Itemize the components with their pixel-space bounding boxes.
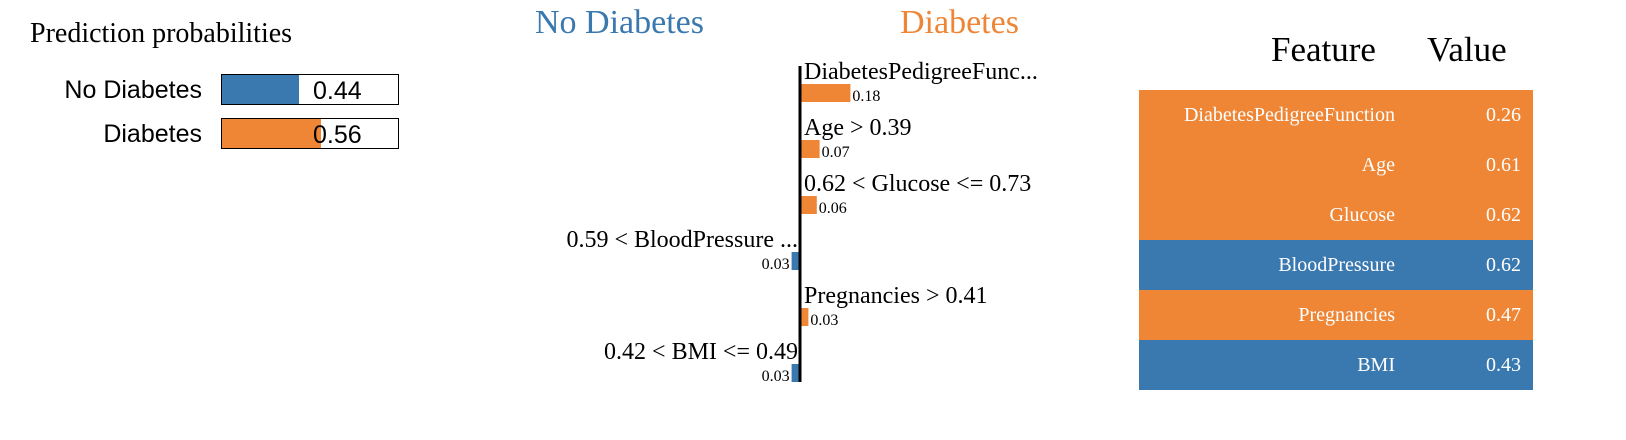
contribution-bar <box>800 84 851 102</box>
feature-table-row: Glucose 0.62 <box>1139 190 1533 240</box>
feature-name-cell: Age <box>1361 154 1395 176</box>
feature-name-cell: BMI <box>1357 354 1395 376</box>
prediction-probabilities-panel: Prediction probabilities No Diabetes 0.4… <box>0 0 440 180</box>
contribution-bar <box>791 252 800 270</box>
probability-value: 0.44 <box>313 77 362 105</box>
prediction-probabilities-title: Prediction probabilities <box>30 18 293 49</box>
feature-label: 0.59 < BloodPressure ... <box>566 227 798 253</box>
positive-class-header: Diabetes <box>900 4 1019 41</box>
feature-value-cell: 0.62 <box>1486 204 1521 226</box>
probability-row-diabetes: Diabetes 0.56 <box>0 118 420 152</box>
feature-name-cell: DiabetesPedigreeFunction <box>1183 104 1395 126</box>
feature-name-cell: Pregnancies <box>1298 304 1395 326</box>
contribution-bar <box>800 196 817 214</box>
feature-label: 0.42 < BMI <= 0.49 <box>604 339 798 365</box>
feature-value-cell: 0.62 <box>1486 254 1521 276</box>
feature-name-cell: Glucose <box>1329 204 1395 226</box>
explanation-chart: No Diabetes Diabetes DiabetesPedigreeFun… <box>520 0 1080 400</box>
probability-class-label: Diabetes <box>103 120 202 148</box>
feature-label: DiabetesPedigreeFunc... <box>804 59 1038 85</box>
feature-label: Age > 0.39 <box>804 115 912 141</box>
probability-bar: 0.56 <box>221 118 399 149</box>
feature-name-cell: BloodPressure <box>1278 254 1395 276</box>
feature-value-cell: 0.43 <box>1486 354 1521 376</box>
feature-label: Pregnancies > 0.41 <box>804 283 988 309</box>
contribution-value-label: 0.03 <box>762 368 790 385</box>
contribution-bar <box>800 308 809 326</box>
contribution-value-label: 0.18 <box>852 88 880 105</box>
probability-row-no-diabetes: No Diabetes 0.44 <box>0 74 420 108</box>
feature-table-row: DiabetesPedigreeFunction 0.26 <box>1139 90 1533 140</box>
feature-value-cell: 0.26 <box>1486 104 1521 126</box>
feature-table-row: Age 0.61 <box>1139 140 1533 190</box>
contribution-value-label: 0.07 <box>822 144 850 161</box>
contribution-bar <box>800 140 820 158</box>
feature-value-cell: 0.61 <box>1486 154 1521 176</box>
feature-label: 0.62 < Glucose <= 0.73 <box>804 171 1031 197</box>
feature-table-row: Pregnancies 0.47 <box>1139 290 1533 340</box>
feature-value-cell: 0.47 <box>1486 304 1521 326</box>
contribution-value-label: 0.06 <box>819 200 847 217</box>
probability-value: 0.56 <box>313 121 362 149</box>
contribution-value-label: 0.03 <box>762 256 790 273</box>
feature-table-row: BloodPressure 0.62 <box>1139 240 1533 290</box>
value-column-header: Value <box>1427 30 1507 69</box>
feature-table-row: BMI 0.43 <box>1139 340 1533 390</box>
probability-bar: 0.44 <box>221 74 399 105</box>
feature-column-header: Feature <box>1271 30 1376 69</box>
negative-class-header: No Diabetes <box>535 4 705 41</box>
explanation-bars: DiabetesPedigreeFunc... 0.18 Age > 0.39 0.0… <box>566 59 1038 385</box>
contribution-bar <box>791 364 800 382</box>
probability-bar-fill <box>222 119 321 148</box>
contribution-value-label: 0.03 <box>810 312 838 329</box>
probability-class-label: No Diabetes <box>64 76 202 104</box>
probability-bar-fill <box>222 75 300 104</box>
